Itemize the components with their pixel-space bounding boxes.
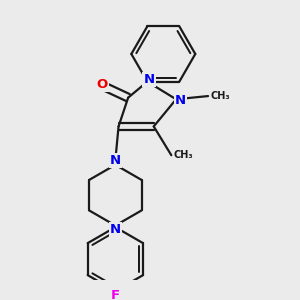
Text: N: N — [143, 74, 155, 86]
Text: F: F — [111, 289, 120, 300]
Text: O: O — [97, 78, 108, 91]
Text: CH₃: CH₃ — [211, 91, 230, 101]
Text: N: N — [175, 94, 186, 106]
Text: N: N — [110, 154, 121, 167]
Text: CH₃: CH₃ — [173, 150, 193, 160]
Text: N: N — [110, 224, 121, 236]
